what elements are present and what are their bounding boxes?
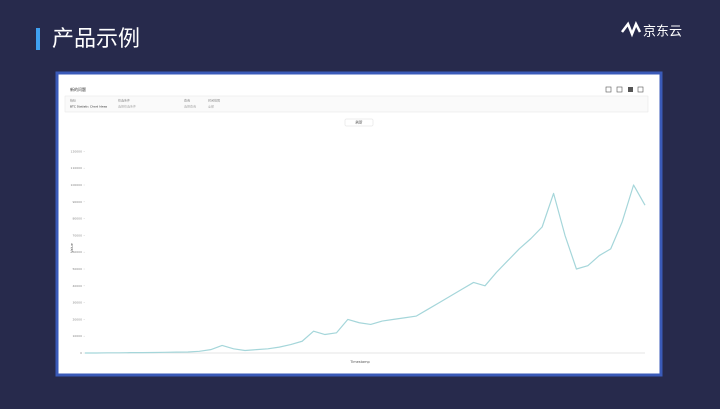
toolbar-icons bbox=[605, 86, 644, 93]
refresh-label: 刷新 bbox=[356, 120, 364, 125]
filter-value: BTC Statistic Chart Ideas bbox=[70, 105, 108, 109]
y-tick-label: 60000 bbox=[72, 250, 82, 254]
filter-label: 查询 bbox=[184, 98, 190, 103]
y-tick-label: 50000 bbox=[72, 267, 82, 271]
title-bar bbox=[36, 28, 40, 50]
y-tick-label: 30000 bbox=[72, 301, 82, 305]
filter-value: 选择查询 bbox=[184, 104, 196, 109]
filter-label: 筛选条件 bbox=[118, 98, 130, 103]
filter-value: 选择筛选条件 bbox=[118, 104, 136, 109]
screenshot-frame bbox=[55, 71, 663, 377]
refresh-button[interactable] bbox=[344, 118, 374, 127]
icon[interactable] bbox=[616, 86, 623, 93]
y-tick-label: 0 bbox=[80, 351, 82, 355]
filter-label: 时间范围 bbox=[208, 98, 220, 103]
logo-icon bbox=[621, 20, 642, 38]
icon[interactable] bbox=[605, 86, 612, 93]
filter-bar bbox=[64, 95, 649, 113]
y-tick-label: 100000 bbox=[71, 183, 83, 187]
y-tick-label: 40000 bbox=[72, 284, 82, 288]
icon[interactable] bbox=[637, 86, 644, 93]
filter-value: 全部 bbox=[208, 104, 214, 109]
y-tick-label: 10000 bbox=[72, 334, 82, 338]
filter-label: 指标 bbox=[70, 98, 76, 103]
y-tick-label: 120000 bbox=[71, 149, 83, 153]
logo-text: 京东云 bbox=[643, 25, 682, 40]
slide-title: 产品示例 bbox=[52, 27, 140, 52]
y-tick-label: 110000 bbox=[71, 166, 83, 170]
y-tick-label: 20000 bbox=[72, 317, 82, 321]
y-axis-label: Value bbox=[70, 243, 74, 253]
y-tick-label: 70000 bbox=[72, 233, 82, 237]
x-axis-label: Timestamp bbox=[349, 360, 370, 364]
page-title: 新的问题 bbox=[70, 86, 86, 92]
y-tick-label: 90000 bbox=[72, 200, 82, 204]
icon[interactable] bbox=[628, 87, 633, 92]
y-tick-label: 80000 bbox=[72, 217, 82, 221]
data-line bbox=[85, 184, 646, 354]
